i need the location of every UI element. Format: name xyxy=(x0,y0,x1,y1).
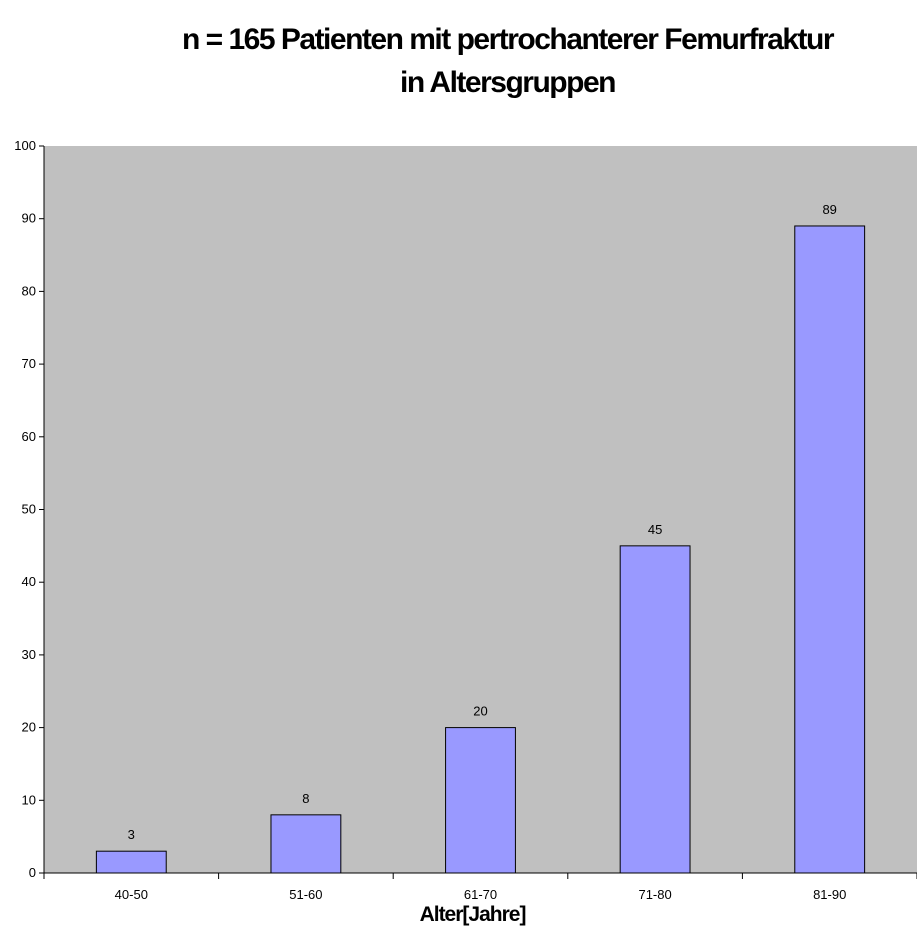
data-label: 8 xyxy=(302,791,309,806)
bar-81-90 xyxy=(794,225,866,874)
y-tick-label: 20 xyxy=(22,720,36,735)
x-tick-label: 40-50 xyxy=(115,887,148,902)
y-axis: 0 10 20 30 40 50 60 70 80 90 100 xyxy=(14,138,45,880)
y-tick-label: 40 xyxy=(22,574,36,589)
y-tick-label: 60 xyxy=(22,429,36,444)
chart-title: n = 165 Patienten mit pertrochanterer Fe… xyxy=(0,18,917,104)
bar-51-60 xyxy=(270,814,342,874)
y-tick-label: 100 xyxy=(14,138,36,153)
x-tick-label: 81-90 xyxy=(813,887,846,902)
y-tick-label: 80 xyxy=(22,283,36,298)
y-tick-label: 30 xyxy=(22,647,36,662)
data-label: 45 xyxy=(648,522,662,537)
x-tick-label: 61-70 xyxy=(464,887,497,902)
x-axis: 40-50 51-60 61-70 71-80 81-90 xyxy=(43,872,917,902)
bar-40-50 xyxy=(95,850,167,874)
x-tick-label: 51-60 xyxy=(289,887,322,902)
data-label: 20 xyxy=(473,704,487,719)
data-label: 89 xyxy=(822,202,836,217)
chart-title-line: n = 165 Patienten mit pertrochanterer Fe… xyxy=(181,23,835,56)
data-label: 3 xyxy=(128,827,135,842)
y-tick-label: 50 xyxy=(22,502,36,517)
y-tick-label: 90 xyxy=(22,211,36,226)
y-tick-label: 0 xyxy=(29,865,36,880)
y-tick-label: 70 xyxy=(22,356,36,371)
chart-subtitle: in Altersgruppen xyxy=(400,66,616,99)
bar-71-80 xyxy=(619,545,691,874)
bars: 3 8 20 45 89 xyxy=(95,202,866,874)
y-tick-label: 10 xyxy=(22,792,36,807)
x-axis-label: Alter[Jahre] xyxy=(419,903,527,926)
bar-61-70 xyxy=(445,727,516,874)
x-tick-label: 71-80 xyxy=(638,887,671,902)
